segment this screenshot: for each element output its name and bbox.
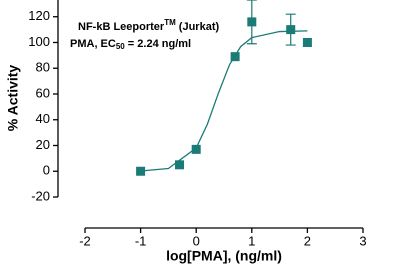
data-point: [136, 166, 146, 176]
data-point: [302, 37, 312, 47]
title-parts: NF-kB Leeporter: [78, 21, 165, 33]
y-tick-label: 40: [36, 111, 50, 126]
title-parts: (Jurkat): [176, 21, 220, 33]
x-tick-label: 3: [359, 233, 366, 248]
data-point: [230, 52, 240, 62]
y-tick-label: 0: [43, 163, 50, 178]
y-tick-label: 120: [28, 8, 50, 23]
x-tick-label: 2: [304, 233, 311, 248]
chart-title: NF-kB LeeporterTM (Jurkat): [78, 18, 219, 33]
y-tick-label: -20: [31, 188, 50, 203]
subtitle-parts: 50: [116, 42, 125, 51]
data-point: [191, 144, 201, 154]
x-tick-label: -1: [135, 233, 147, 248]
fit-curve: [140, 30, 308, 172]
data-point: [286, 25, 296, 35]
y-tick-label: 20: [36, 137, 50, 152]
data-point: [247, 17, 257, 27]
title-parts: TM: [164, 18, 176, 27]
subtitle-parts: = 2.24 ng/ml: [125, 38, 191, 50]
y-tick-label: 80: [36, 60, 50, 75]
y-axis-label: % Activity: [5, 65, 21, 132]
data-point: [175, 160, 185, 170]
x-tick-label: 1: [248, 233, 255, 248]
x-axis-label: log[PMA], (ng/ml): [166, 248, 282, 264]
subtitle-parts: PMA, EC: [70, 38, 116, 50]
x-tick-label: -2: [79, 233, 91, 248]
y-tick-label: 100: [28, 34, 50, 49]
chart-subtitle: PMA, EC50 = 2.24 ng/ml: [70, 38, 191, 51]
y-tick-label: 60: [36, 85, 50, 100]
x-tick-label: 0: [193, 233, 200, 248]
